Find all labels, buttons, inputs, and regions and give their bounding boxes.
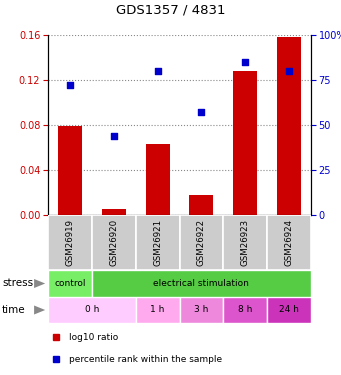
Text: 24 h: 24 h xyxy=(279,306,299,315)
Bar xyxy=(146,144,169,215)
Text: log10 ratio: log10 ratio xyxy=(69,333,118,342)
Bar xyxy=(267,297,311,323)
Text: stress: stress xyxy=(2,279,33,288)
Bar xyxy=(267,215,311,270)
Text: 3 h: 3 h xyxy=(194,306,209,315)
Bar xyxy=(223,297,267,323)
Bar xyxy=(92,270,311,297)
Text: GSM26922: GSM26922 xyxy=(197,219,206,266)
Text: 0 h: 0 h xyxy=(85,306,99,315)
Bar xyxy=(48,215,92,270)
Bar xyxy=(48,297,136,323)
Polygon shape xyxy=(34,279,45,288)
Bar xyxy=(277,37,301,215)
Text: GSM26924: GSM26924 xyxy=(285,219,294,266)
Bar xyxy=(179,215,223,270)
Bar xyxy=(58,126,82,215)
Bar xyxy=(136,215,179,270)
Bar xyxy=(223,215,267,270)
Text: GSM26923: GSM26923 xyxy=(241,219,250,266)
Point xyxy=(111,133,117,139)
Polygon shape xyxy=(34,306,45,315)
Text: percentile rank within the sample: percentile rank within the sample xyxy=(69,354,222,363)
Bar xyxy=(233,71,257,215)
Text: GDS1357 / 4831: GDS1357 / 4831 xyxy=(116,3,225,16)
Text: 8 h: 8 h xyxy=(238,306,252,315)
Text: 1 h: 1 h xyxy=(150,306,165,315)
Text: time: time xyxy=(2,305,26,315)
Text: GSM26920: GSM26920 xyxy=(109,219,118,266)
Text: control: control xyxy=(54,279,86,288)
Text: electrical stimulation: electrical stimulation xyxy=(153,279,249,288)
Text: GSM26919: GSM26919 xyxy=(65,219,74,266)
Bar xyxy=(102,209,126,215)
Bar xyxy=(136,297,179,323)
Point xyxy=(286,68,292,74)
Text: GSM26921: GSM26921 xyxy=(153,219,162,266)
Bar xyxy=(48,270,92,297)
Point xyxy=(199,110,204,116)
Bar xyxy=(189,195,213,215)
Point xyxy=(67,82,73,88)
Bar xyxy=(179,297,223,323)
Point xyxy=(155,68,160,74)
Point xyxy=(242,59,248,65)
Bar xyxy=(92,215,136,270)
